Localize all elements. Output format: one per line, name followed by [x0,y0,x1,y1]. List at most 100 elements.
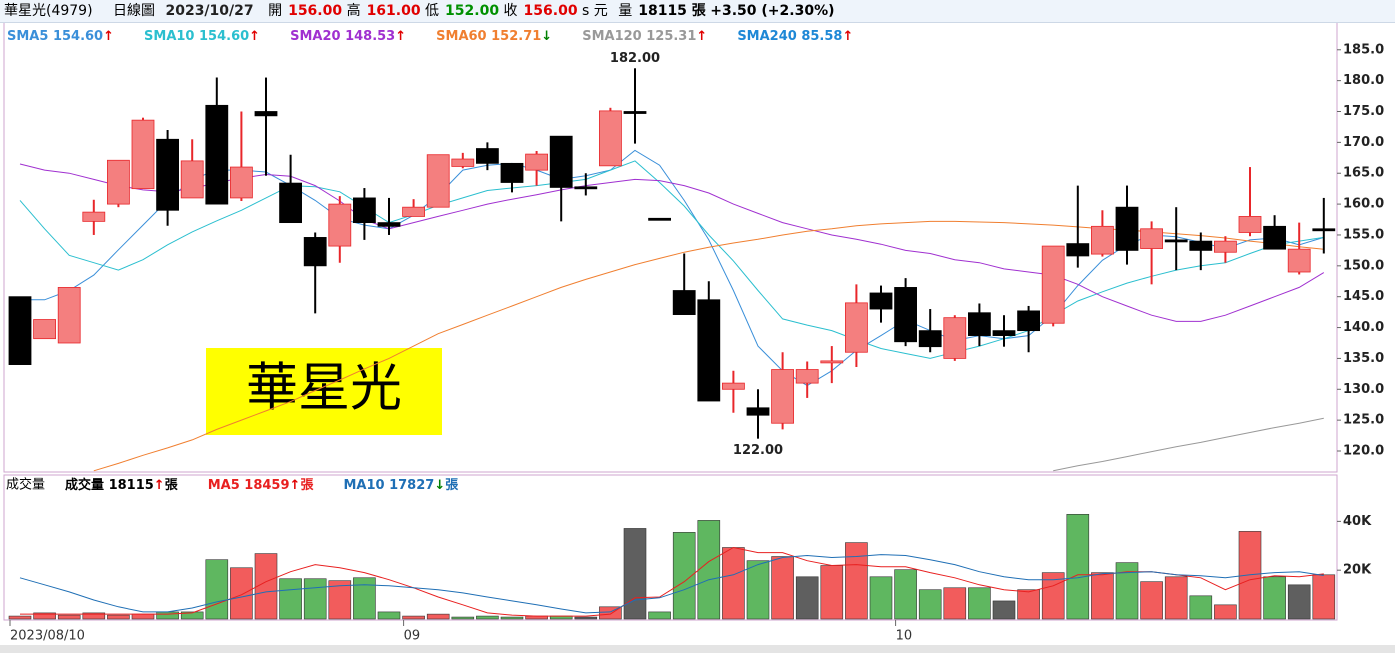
volume-bar [1214,604,1237,620]
volume-bar [131,613,155,620]
volume-bar [82,612,106,620]
candle-body [107,159,130,205]
legend-name: MA10 [343,478,384,493]
legend-value: 125.31 [646,29,696,44]
volume-bar [648,611,671,620]
y-tick-label: 155.0 [1343,227,1384,242]
candle-body [229,166,253,199]
volume-title: 成交量 [6,477,45,493]
candle-body [1263,225,1286,250]
close-label: 收 [503,3,518,19]
volume-bar [771,556,794,620]
candle-body [1115,206,1139,251]
legend-entry: 成交量 18115↑張 [65,477,179,493]
candle-body [1312,228,1336,232]
legend-entry: SMA120 125.31↑ [582,29,707,44]
candle-body [795,369,819,384]
candle-body [57,287,81,344]
ma-line [19,554,1324,614]
legend-unit: 張 [445,478,459,493]
candle-body [746,407,770,416]
volume-bar [353,577,376,620]
legend-name: SMA10 [144,29,194,44]
candle-body [1164,239,1188,243]
candle-body [156,138,180,211]
legend-value: 85.58 [801,29,842,44]
volume-bar [254,553,278,620]
open-value: 156.00 [288,3,343,19]
legend-arrow: ↑ [154,478,165,493]
volume-bar [845,542,868,620]
date: 2023/10/27 [165,3,254,19]
legend-arrow: ↓ [434,478,445,493]
volume-bar [328,580,352,620]
legend-value: 154.60 [199,29,249,44]
change: +3.50 (+2.30%) [710,3,835,19]
candle-body [451,158,475,167]
candle-body [1017,310,1040,332]
candle-body [1140,228,1163,249]
volume-bar [1263,576,1286,620]
legend-name: MA5 [208,478,240,493]
candle-body [1091,225,1114,255]
candle-body [697,299,721,402]
volume-bar [33,612,56,620]
candle-body [279,182,303,224]
y-tick-label: 185.0 [1343,42,1384,57]
candle-body [574,186,598,190]
volume-bar [279,578,302,620]
y-tick-label: 140.0 [1343,320,1384,335]
y-tick-label: 170.0 [1343,135,1384,150]
candle-body [8,296,32,365]
volume-bar [107,614,130,620]
volume-bar [451,616,475,620]
volume-bar [894,569,917,620]
legend-value: 154.60 [53,29,103,44]
volume-bar [869,576,893,620]
y-tick-label: 150.0 [1343,258,1384,273]
x-tick-label: 2023/08/10 [10,629,85,644]
volume-bar [57,614,81,620]
legend-entry: SMA5 154.60↑ [7,29,114,44]
volume-bar [1017,589,1040,620]
volume-bar [1066,513,1090,620]
y-tick-label: 180.0 [1343,73,1384,88]
volume-bar [1041,572,1065,620]
legend-entry: SMA20 148.53↑ [290,29,406,44]
legend-arrow: ↓ [541,29,552,44]
candle-body [722,382,745,390]
y-tick-label: 135.0 [1343,351,1384,366]
candle-body [352,197,376,224]
candle-body [992,330,1016,336]
legend-name: 成交量 [65,477,104,493]
y-tick-label: 130.0 [1343,382,1384,397]
candle-body [500,162,524,183]
legend-arrow: ↑ [249,29,260,44]
open-label: 開 [268,3,283,19]
close-value: 156.00 [523,3,578,19]
legend-value: 17827 [389,478,434,493]
candle-body [426,154,450,208]
y-tick-label: 40K [1343,514,1372,529]
volume-bar [623,528,647,620]
candle-body [33,319,56,340]
legend-arrow: ↑ [395,29,406,44]
low-value: 152.00 [445,3,500,19]
candle-body [968,312,991,336]
y-tick-label: 145.0 [1343,289,1384,304]
ma-line [20,546,1324,617]
ma-line [19,160,1324,359]
toolbar-strip [0,645,1395,653]
candle-body [894,287,917,343]
candle-body [943,317,967,359]
legend-unit: 張 [300,478,314,493]
candle-body [205,104,229,205]
legend-unit: 張 [165,478,179,493]
candle-body [1041,245,1065,324]
candle-body [549,135,573,188]
legend-value: 152.71 [491,29,541,44]
legend-value: 18115 [109,478,154,493]
legend-name: SMA120 [582,29,642,44]
